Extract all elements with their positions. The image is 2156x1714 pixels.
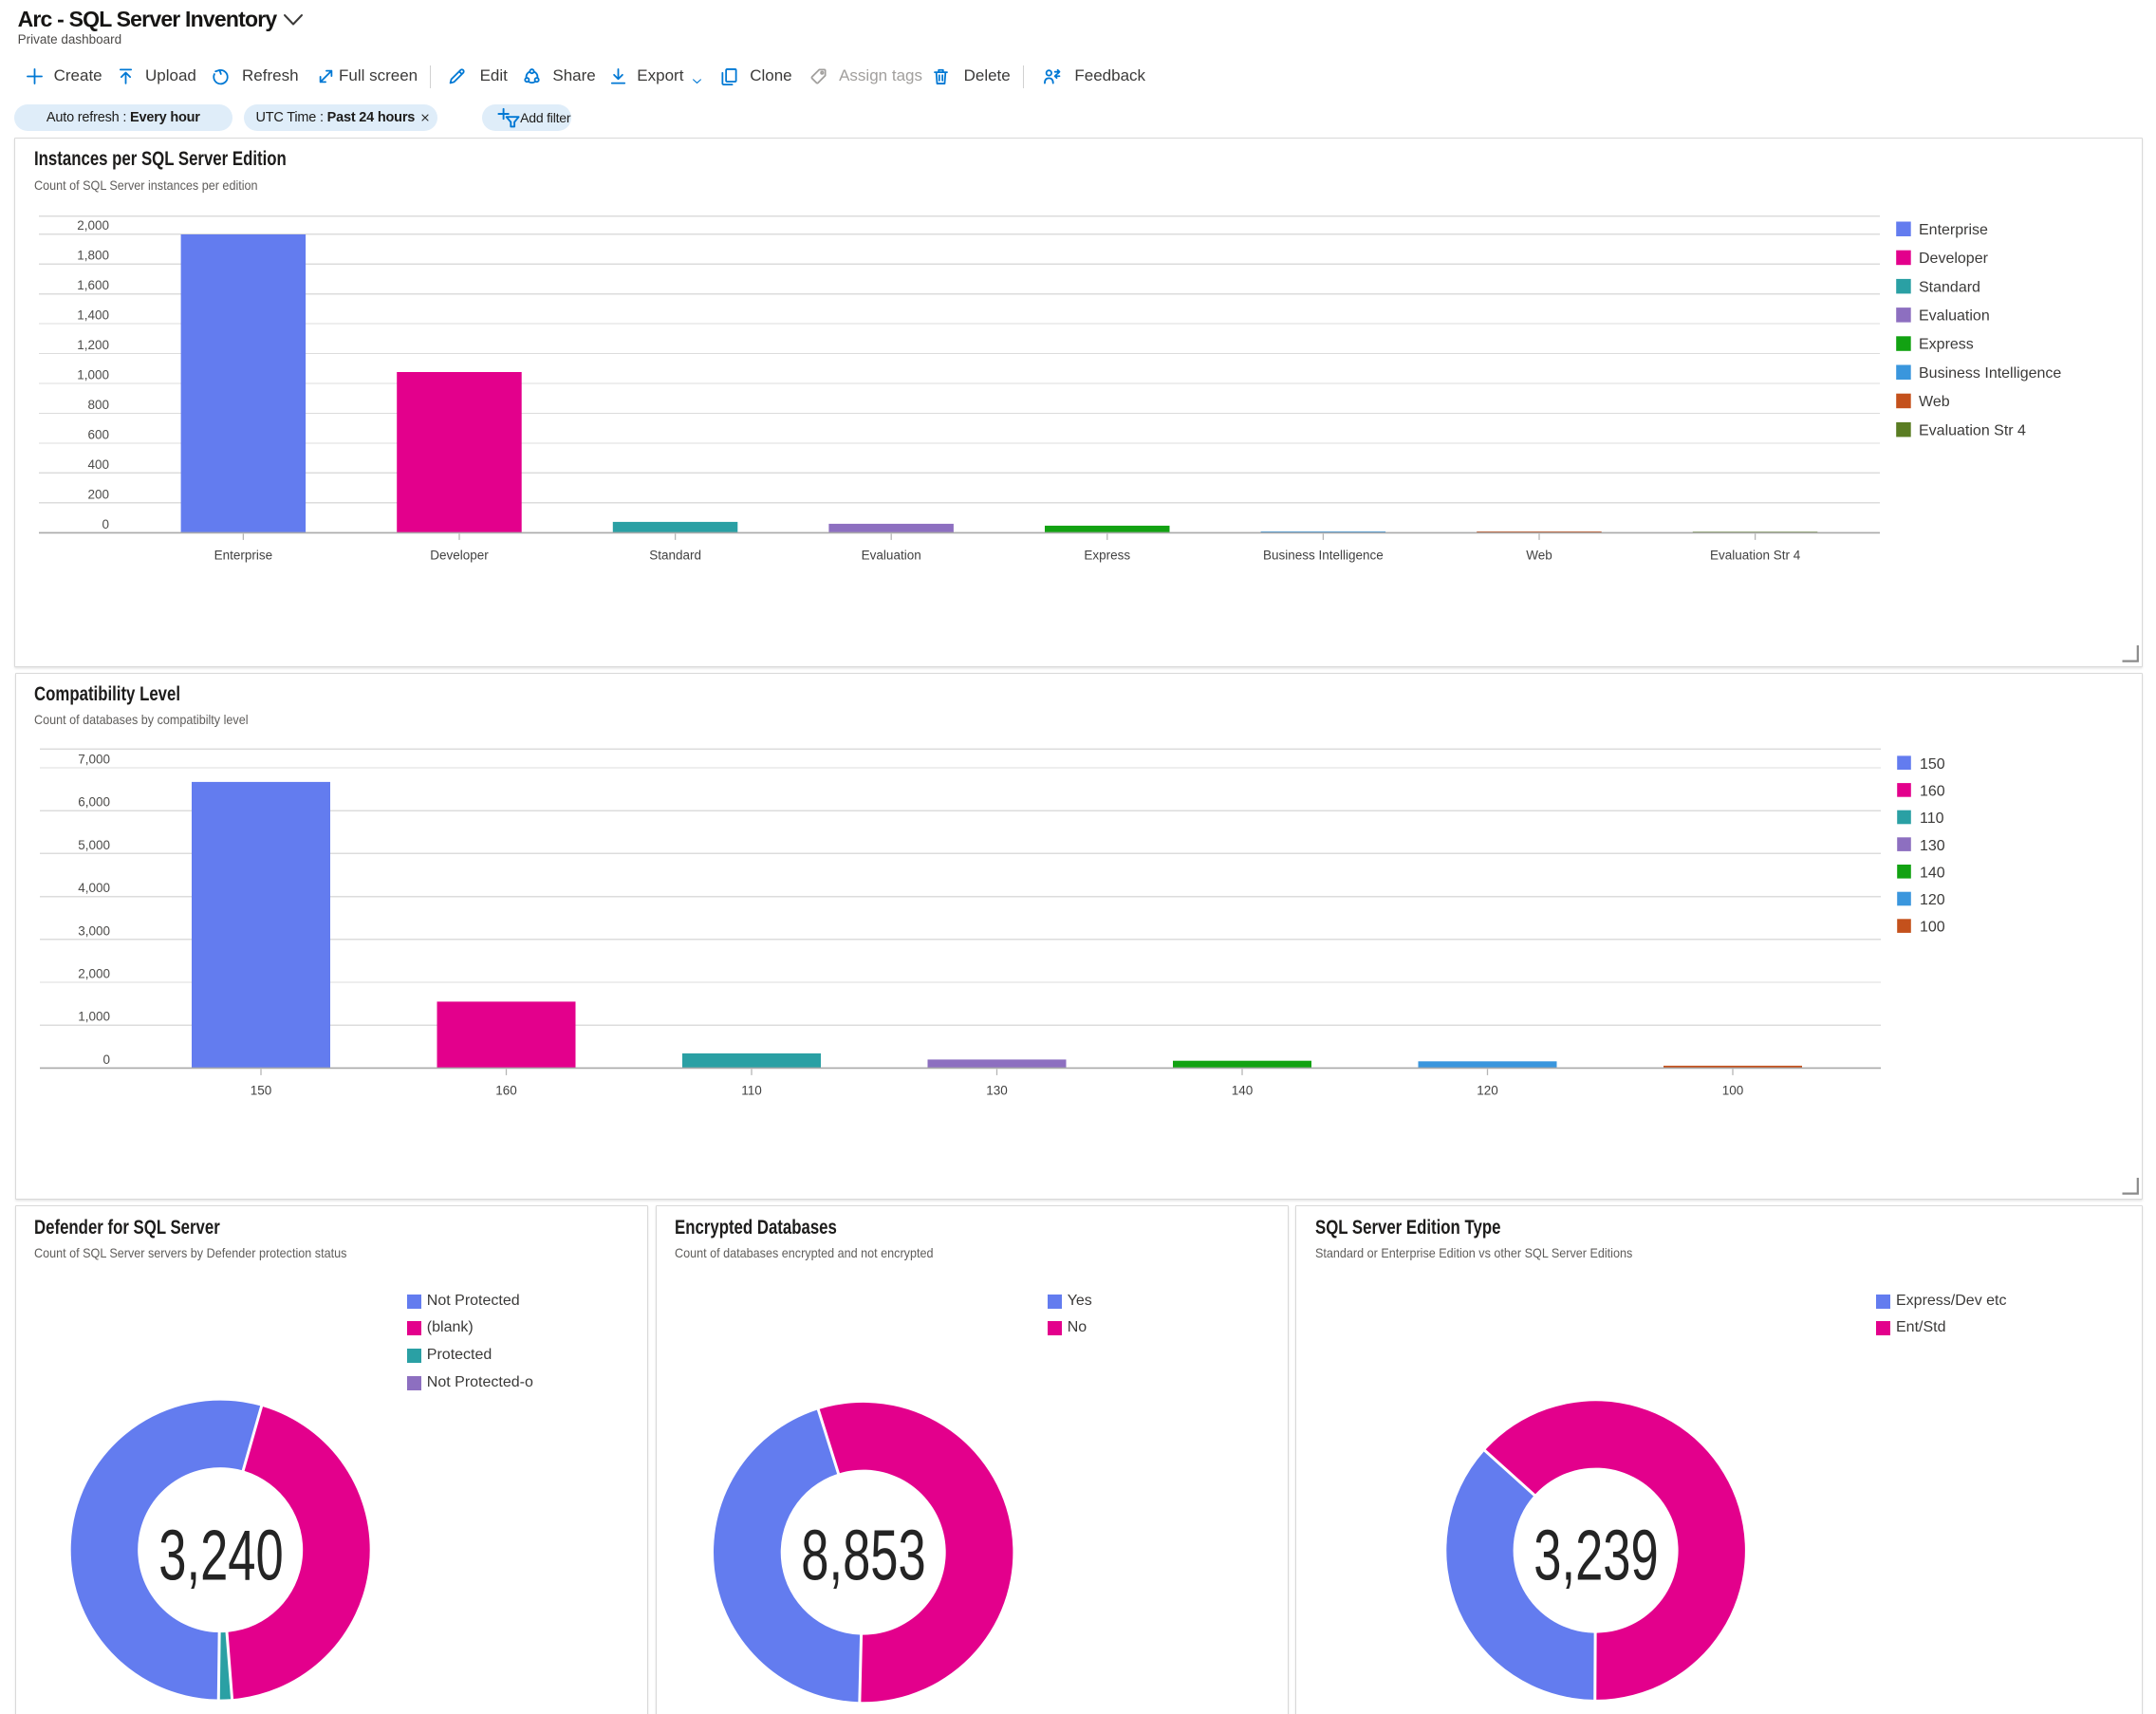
svg-text:1,800: 1,800 bbox=[77, 249, 109, 263]
svg-text:160: 160 bbox=[495, 1083, 517, 1097]
svg-text:0: 0 bbox=[102, 517, 109, 531]
svg-text:2,000: 2,000 bbox=[78, 966, 110, 980]
svg-text:140: 140 bbox=[1920, 865, 1945, 881]
svg-text:Developer: Developer bbox=[430, 548, 489, 562]
svg-text:2,000: 2,000 bbox=[77, 218, 109, 233]
svg-text:Enterprise: Enterprise bbox=[1919, 222, 1988, 238]
svg-text:130: 130 bbox=[1920, 837, 1945, 853]
svg-text:200: 200 bbox=[87, 487, 109, 501]
svg-text:100: 100 bbox=[1920, 919, 1945, 935]
svg-text:110: 110 bbox=[1920, 810, 1944, 827]
svg-text:0: 0 bbox=[102, 1052, 110, 1066]
svg-text:Developer: Developer bbox=[1919, 251, 1989, 267]
svg-text:Business Intelligence: Business Intelligence bbox=[1919, 365, 2061, 382]
svg-text:Evaluation: Evaluation bbox=[1919, 308, 1990, 325]
svg-text:150: 150 bbox=[1920, 755, 1945, 772]
svg-text:Business Intelligence: Business Intelligence bbox=[1263, 548, 1384, 562]
svg-text:120: 120 bbox=[1920, 892, 1945, 908]
svg-text:3,000: 3,000 bbox=[78, 923, 110, 938]
svg-text:160: 160 bbox=[1920, 783, 1945, 799]
svg-text:4,000: 4,000 bbox=[78, 881, 110, 895]
svg-text:Express: Express bbox=[1084, 548, 1130, 562]
svg-text:Enterprise: Enterprise bbox=[214, 548, 273, 562]
svg-text:Web: Web bbox=[1919, 394, 1950, 410]
svg-text:Express: Express bbox=[1919, 337, 1974, 353]
svg-text:6,000: 6,000 bbox=[78, 794, 110, 809]
svg-text:100: 100 bbox=[1721, 1083, 1743, 1097]
svg-text:Evaluation: Evaluation bbox=[862, 548, 921, 562]
svg-text:Evaluation Str 4: Evaluation Str 4 bbox=[1710, 548, 1801, 562]
svg-text:110: 110 bbox=[741, 1083, 762, 1097]
svg-text:600: 600 bbox=[87, 428, 109, 442]
svg-text:1,200: 1,200 bbox=[77, 338, 109, 352]
svg-text:800: 800 bbox=[87, 398, 109, 412]
svg-text:130: 130 bbox=[986, 1083, 1008, 1097]
svg-text:400: 400 bbox=[87, 457, 109, 472]
svg-text:120: 120 bbox=[1477, 1083, 1498, 1097]
svg-text:1,000: 1,000 bbox=[78, 1009, 110, 1023]
svg-text:1,400: 1,400 bbox=[77, 308, 109, 323]
svg-text:150: 150 bbox=[250, 1083, 271, 1097]
svg-text:1,000: 1,000 bbox=[77, 368, 109, 382]
svg-text:Standard: Standard bbox=[1919, 279, 1980, 295]
svg-text:7,000: 7,000 bbox=[78, 752, 110, 766]
svg-text:Standard: Standard bbox=[649, 548, 701, 562]
svg-text:Web: Web bbox=[1526, 548, 1552, 562]
svg-text:5,000: 5,000 bbox=[78, 837, 110, 851]
svg-text:Evaluation Str 4: Evaluation Str 4 bbox=[1919, 422, 2026, 438]
svg-text:1,600: 1,600 bbox=[77, 278, 109, 292]
svg-text:140: 140 bbox=[1231, 1083, 1253, 1097]
